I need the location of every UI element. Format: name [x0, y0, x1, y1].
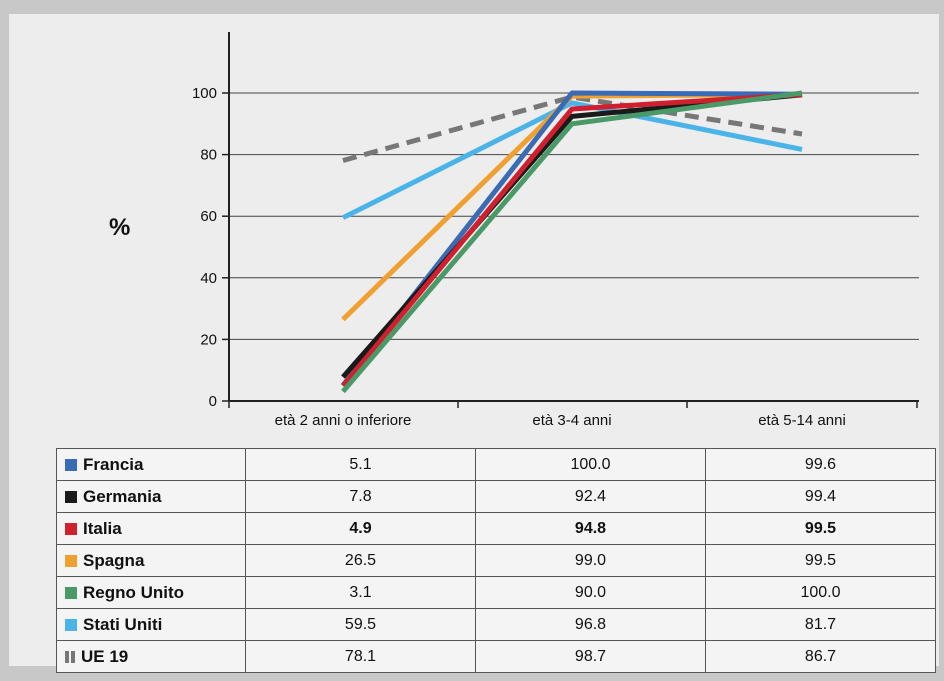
legend-swatch [65, 650, 69, 663]
series-line-regno-unito [341, 90, 803, 394]
value-cell: 99.5 [705, 512, 936, 545]
value-cell: 99.6 [705, 448, 936, 481]
y-tick-label: 0 [209, 393, 217, 410]
legend-swatch [65, 522, 77, 535]
value-cell: 96.8 [475, 608, 706, 641]
series-line-spagna [341, 92, 803, 322]
series-name-cell: Spagna [56, 544, 246, 577]
series-name-cell: UE 19 [56, 640, 246, 673]
value-cell: 59.5 [245, 608, 476, 641]
y-tick-label: 40 [200, 270, 217, 287]
y-tick-label: 80 [200, 147, 217, 164]
series-name: UE 19 [81, 646, 129, 666]
value-cell: 5.1 [245, 448, 476, 481]
y-tick-label: 60 [200, 208, 217, 225]
legend-swatch [65, 458, 77, 471]
chart-panel: 0 20 40 60 80 100 età 2 anni o inferiore età 3-… [9, 14, 939, 673]
y-tick-label: 100 [192, 85, 217, 102]
line-chart: 0 20 40 60 80 100 età 2 anni o inferiore età 3-… [192, 32, 919, 429]
x-tick-label: età 2 anni o inferiore [275, 412, 412, 429]
series-name: Regno Unito [83, 582, 185, 602]
value-cell: 90.0 [475, 576, 706, 609]
data-table: Francia 5.1 100.0 99.6 Germania 7.8 92.4 99.4 It… [56, 448, 936, 673]
series-name-cell: Italia [56, 512, 246, 545]
value-cell: 99.0 [475, 544, 706, 577]
table-row: UE 19 78.1 98.7 86.7 [56, 640, 936, 673]
value-cell: 26.5 [245, 544, 476, 577]
value-cell: 81.7 [705, 608, 936, 641]
series-name: Spagna [83, 550, 145, 570]
value-cell: 3.1 [245, 576, 476, 609]
legend-swatch [65, 554, 77, 567]
series-name-cell: Stati Uniti [56, 608, 246, 641]
series-name: Germania [83, 486, 162, 506]
value-cell: 98.7 [475, 640, 706, 673]
table-row: Italia 4.9 94.8 99.5 [56, 512, 936, 545]
series-line-stati-uniti [341, 100, 803, 220]
value-cell: 100.0 [705, 576, 936, 609]
series-name-cell: Francia [56, 448, 246, 481]
value-cell: 100.0 [475, 448, 706, 481]
value-cell: 7.8 [245, 480, 476, 513]
y-tick-label: 20 [200, 331, 217, 348]
series-name-cell: Regno Unito [56, 576, 246, 609]
series-name: Italia [83, 518, 122, 538]
table-row: Regno Unito 3.1 90.0 100.0 [56, 576, 936, 609]
series-name-cell: Germania [56, 480, 246, 513]
series-line-italia [341, 92, 803, 388]
legend-swatch [65, 586, 77, 599]
value-cell: 94.8 [475, 512, 706, 545]
table-row: Francia 5.1 100.0 99.6 [56, 448, 936, 481]
value-cell: 4.9 [245, 512, 476, 545]
value-cell: 99.4 [705, 480, 936, 513]
legend-swatch [65, 490, 77, 503]
table-row: Stati Uniti 59.5 96.8 81.7 [56, 608, 936, 641]
value-cell: 99.5 [705, 544, 936, 577]
value-cell: 86.7 [705, 640, 936, 673]
table-row: Spagna 26.5 99.0 99.5 [56, 544, 936, 577]
series-name: Stati Uniti [83, 614, 163, 634]
legend-swatch [65, 618, 77, 631]
table-row: Germania 7.8 92.4 99.4 [56, 480, 936, 513]
x-tick-label: età 3-4 anni [532, 412, 611, 429]
x-tick-label: età 5-14 anni [758, 412, 846, 429]
series-line-ue-19 [342, 94, 803, 163]
legend-swatch [71, 650, 75, 663]
data-table-body: Francia 5.1 100.0 99.6 Germania 7.8 92.4 99.4 It… [56, 448, 936, 673]
y-axis-label: % [109, 214, 131, 241]
value-cell: 78.1 [245, 640, 476, 673]
series-name: Francia [83, 454, 144, 474]
value-cell: 92.4 [475, 480, 706, 513]
